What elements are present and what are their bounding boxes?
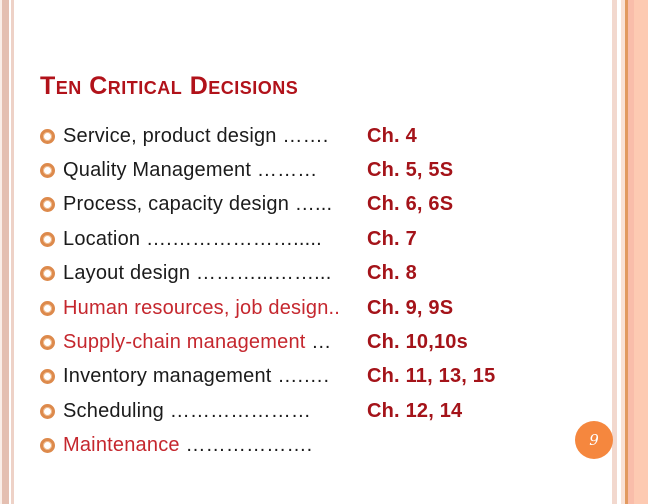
item-dots: ….….	[277, 365, 330, 388]
item-label: Human resources, job design..	[63, 296, 341, 319]
item-label: Layout design ………...……...	[63, 262, 332, 285]
list-item: Process, capacity design …... Ch. 6, 6S	[40, 188, 620, 222]
left-frame-stripe	[0, 0, 2, 504]
decision-list: Service, product design ……. Ch. 4 Qualit…	[40, 119, 620, 463]
list-item: Supply-chain management … Ch. 10,10s	[40, 325, 620, 359]
item-dots: ..	[328, 296, 341, 319]
chapter-ref: Ch. 4	[367, 124, 417, 147]
right-frame-stripe	[612, 0, 617, 504]
item-label: Process, capacity design …...	[63, 193, 333, 216]
chapter-ref: Ch. 12, 14	[367, 399, 463, 422]
item-dots: …….	[282, 124, 329, 147]
ring-bullet-icon	[40, 163, 55, 179]
right-frame-stripe	[621, 0, 625, 504]
item-dots: ……………….	[185, 434, 313, 457]
page-number: 9	[589, 431, 599, 449]
ring-bullet-icon	[40, 128, 55, 144]
item-dots: …...	[294, 193, 333, 216]
chapter-ref: Ch. 11, 13, 15	[367, 365, 496, 388]
item-dots: …………………	[169, 399, 312, 422]
page-number-badge: 9	[575, 421, 613, 459]
chapter-ref: Ch. 10,10s	[367, 331, 468, 354]
chapter-ref: Ch. 6, 6S	[367, 193, 454, 216]
ring-bullet-icon	[40, 403, 55, 419]
ring-bullet-icon	[40, 231, 55, 247]
list-item: Quality Management ……… Ch. 5, 5S	[40, 153, 620, 187]
right-frame-stripe	[625, 0, 628, 504]
chapter-ref: Ch. 9, 9S	[367, 296, 454, 319]
left-frame-stripe	[2, 0, 9, 504]
item-label: Maintenance ……………….	[63, 434, 313, 457]
list-item: Layout design ………...……... Ch. 8	[40, 257, 620, 291]
ring-bullet-icon	[40, 197, 55, 213]
right-frame-stripe	[628, 0, 634, 504]
item-label: Inventory management ….….	[63, 365, 330, 388]
list-item: Location ….………………..... Ch. 7	[40, 222, 620, 256]
item-dots: ………	[256, 159, 318, 182]
item-label: Quality Management ………	[63, 159, 318, 182]
item-label: Location ….……………….....	[63, 227, 322, 250]
ring-bullet-icon	[40, 369, 55, 385]
item-dots: ………...……...	[195, 262, 332, 285]
ring-bullet-icon	[40, 438, 55, 454]
list-item: Inventory management ….…. Ch. 11, 13, 15	[40, 360, 620, 394]
list-item: Service, product design ……. Ch. 4	[40, 119, 620, 153]
chapter-ref: Ch. 7	[367, 227, 417, 250]
item-dots: …	[311, 331, 332, 354]
item-label: Service, product design …….	[63, 124, 329, 147]
item-dots: ….……………….....	[145, 227, 322, 250]
chapter-ref: Ch. 8	[367, 262, 417, 285]
list-item: Human resources, job design.. Ch. 9, 9S	[40, 291, 620, 325]
list-item: Maintenance ……………….	[40, 429, 620, 463]
slide-title: Ten Critical Decisions	[40, 72, 299, 100]
left-frame-stripe	[11, 0, 14, 504]
ring-bullet-icon	[40, 266, 55, 282]
item-label: Supply-chain management …	[63, 331, 332, 354]
item-label: Scheduling …………………	[63, 399, 312, 422]
list-item: Scheduling ………………… Ch. 12, 14	[40, 394, 620, 428]
ring-bullet-icon	[40, 335, 55, 351]
right-frame-stripe	[634, 0, 648, 504]
chapter-ref: Ch. 5, 5S	[367, 159, 454, 182]
ring-bullet-icon	[40, 300, 55, 316]
